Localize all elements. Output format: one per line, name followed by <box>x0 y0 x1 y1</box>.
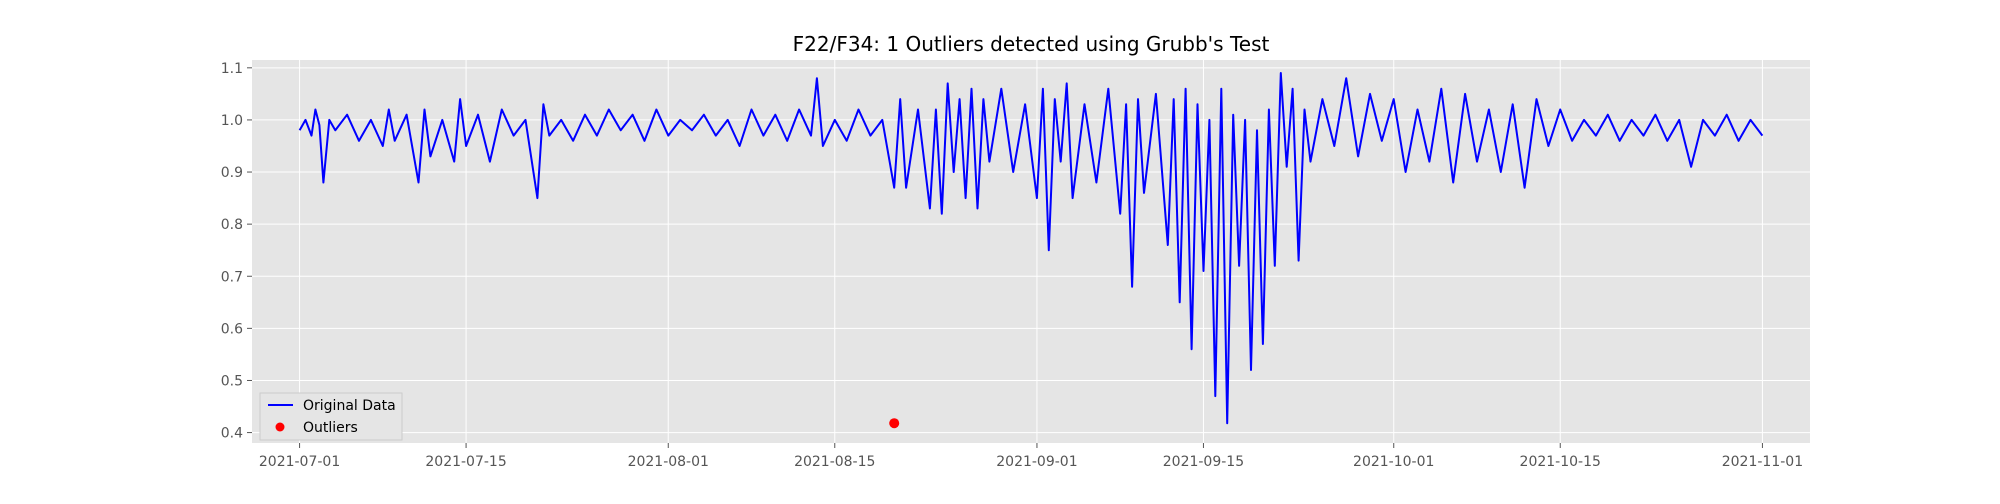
series-layer <box>298 72 1764 429</box>
x-tick-label: 2021-07-15 <box>425 454 506 470</box>
x-tick-label: 2021-09-15 <box>1163 454 1244 470</box>
legend-marker-swatch <box>275 422 285 432</box>
y-tick-label: 1.1 <box>221 61 243 77</box>
outlier-point <box>889 418 900 429</box>
x-tick-label: 2021-10-15 <box>1520 454 1601 470</box>
y-tick-label: 0.5 <box>221 373 243 389</box>
x-tick-label: 2021-07-01 <box>259 454 340 470</box>
y-tick-label: 0.6 <box>221 321 243 337</box>
x-tick-label: 2021-10-01 <box>1353 454 1434 470</box>
y-tick-label: 0.8 <box>221 217 243 233</box>
y-tick-label: 0.7 <box>221 269 243 285</box>
y-tick-label: 0.4 <box>221 426 243 442</box>
chart-title: F22/F34: 1 Outliers detected using Grubb… <box>793 32 1270 56</box>
y-axis-ticks: 0.4 0.5 0.6 0.7 0.8 0.9 1.0 1.1 <box>221 61 252 442</box>
series-line-original-data <box>298 72 1764 425</box>
y-tick-label: 0.9 <box>221 165 243 181</box>
y-tick-label: 1.0 <box>221 113 243 129</box>
x-tick-label: 2021-08-15 <box>794 454 875 470</box>
legend-box <box>259 392 403 441</box>
legend-label-original-data: Original Data <box>303 398 396 414</box>
legend: Original Data Outliers <box>259 392 403 441</box>
x-tick-label: 2021-08-01 <box>628 454 709 470</box>
legend-label-outliers: Outliers <box>303 420 358 436</box>
x-tick-label: 2021-09-01 <box>996 454 1077 470</box>
grid-lines <box>252 60 1810 443</box>
x-tick-label: 2021-11-01 <box>1722 454 1803 470</box>
x-axis-ticks: 2021-07-01 2021-07-15 2021-08-01 2021-08-15… <box>259 443 1803 470</box>
plot-area <box>252 60 1810 443</box>
